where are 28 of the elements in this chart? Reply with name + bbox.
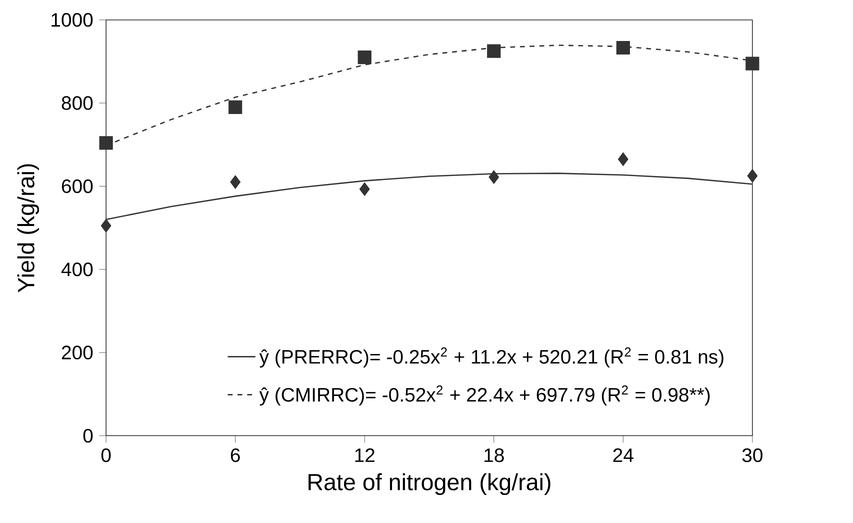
point: [228, 100, 242, 114]
x-tick-label: 30: [742, 448, 762, 462]
x-axis-title: Rate of nitrogen (kg/rai): [308, 473, 550, 495]
point: [359, 182, 370, 196]
x-tick-label: 6: [230, 448, 240, 462]
y-axis-title: Yield (kg/rai): [17, 164, 40, 292]
y-tick-label: 600: [62, 179, 93, 193]
point: [747, 168, 758, 182]
x-tick-label: 12: [355, 448, 374, 462]
point: [358, 50, 372, 64]
point: [616, 40, 630, 54]
y-tick-label: 200: [62, 346, 93, 360]
x-tick-label: 18: [484, 448, 504, 462]
y-tick-label: 0: [83, 428, 93, 442]
legend-label: ŷ (CMIRRC)= -0.52x$^{2}$ + 22.4x + 697.79 (R$^{2}$ = 0.98**): [259, 385, 710, 406]
point: [230, 175, 241, 189]
y-tick-label: 800: [62, 96, 93, 110]
y-tick-label: 1000: [52, 12, 93, 27]
x-tick-label: 24: [613, 448, 634, 462]
point: [99, 136, 113, 150]
legend-label: ŷ (PRERRC)= -0.25x$^{2}$ + 11.2x + 520.21 (R$^{2}$ = 0.81 ns): [259, 347, 724, 368]
x-tick-label: 0: [101, 448, 111, 462]
y-tick-label: 400: [61, 262, 93, 276]
point: [746, 56, 760, 70]
point: [487, 44, 501, 58]
point: [618, 152, 628, 166]
point: [488, 170, 500, 184]
point: [100, 218, 112, 232]
